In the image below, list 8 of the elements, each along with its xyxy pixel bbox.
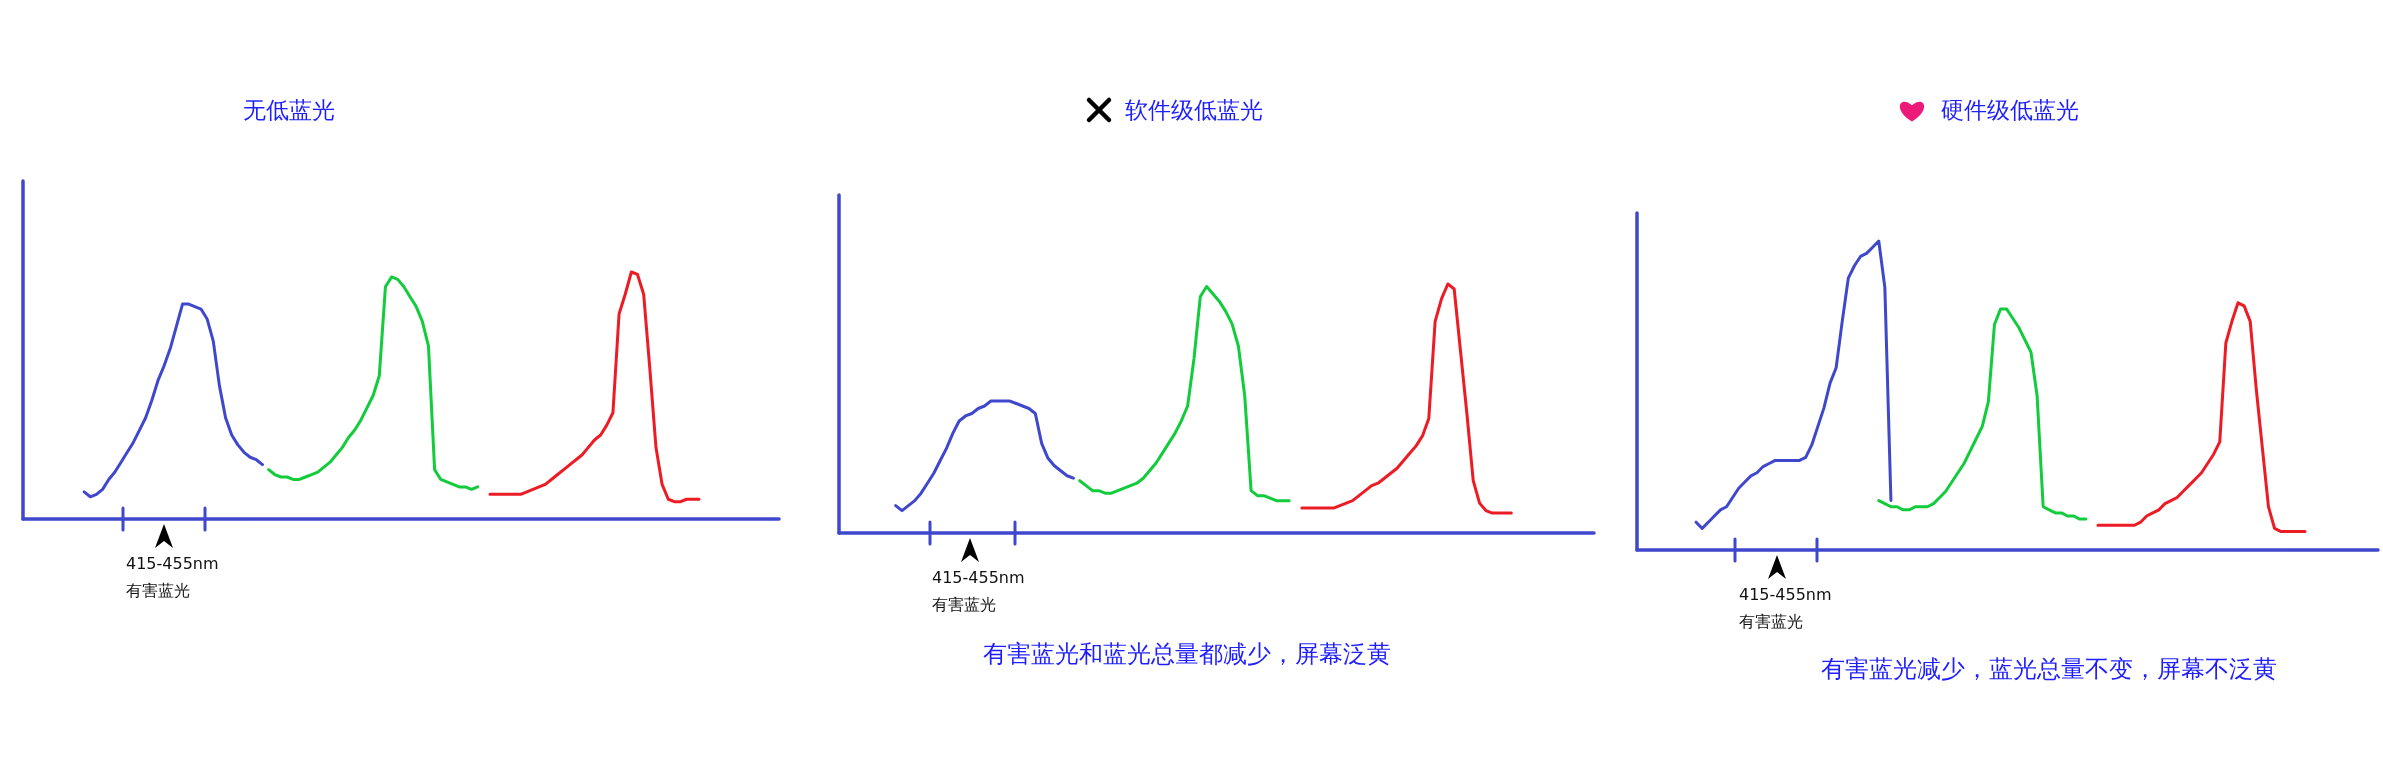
note: 415-455nm 有害蓝光 [126,554,219,600]
note: 415-455nm 有害蓝光 [932,568,1025,614]
note: 415-455nm 有害蓝光 [1739,585,1832,631]
title: 无低蓝光 [243,97,335,123]
caption: 有害蓝光减少，蓝光总量不变，屏幕不泛黄 [1821,655,2277,683]
title: 硬件级低蓝光 [1941,97,2079,123]
title: 软件级低蓝光 [1125,97,1263,123]
caption: 有害蓝光和蓝光总量都减少，屏幕泛黄 [983,640,1391,668]
